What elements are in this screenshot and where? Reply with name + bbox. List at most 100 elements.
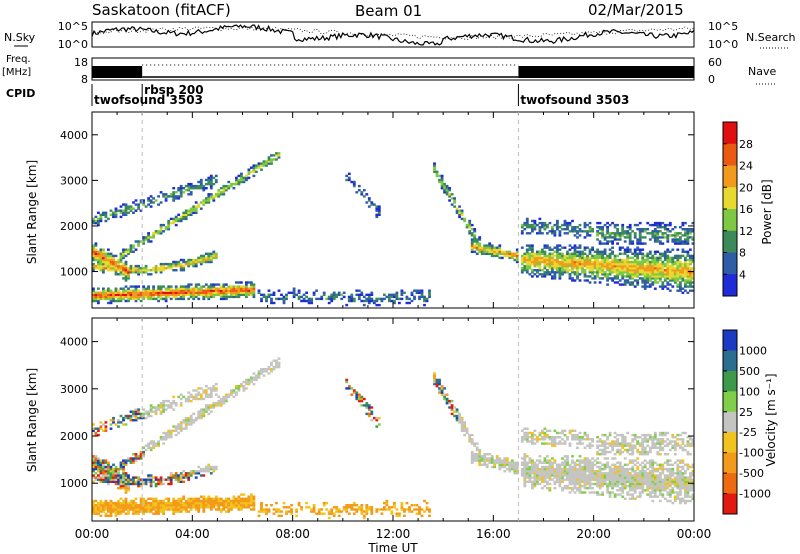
heatmap-cell — [325, 508, 329, 511]
heatmap-cell — [114, 293, 118, 296]
heatmap-cell — [686, 269, 690, 272]
heatmap-cell — [114, 260, 118, 264]
heatmap-cell — [127, 248, 130, 251]
heatmap-cell — [214, 404, 218, 407]
heatmap-cell — [533, 258, 537, 262]
heatmap-cell — [623, 487, 627, 490]
heatmap-cell — [438, 380, 441, 384]
heatmap-cell — [458, 205, 461, 208]
heatmap-cell — [102, 429, 105, 432]
heatmap-cell — [184, 423, 188, 426]
heatmap-cell — [578, 254, 582, 258]
heatmap-cell — [463, 421, 466, 424]
heatmap-cell — [598, 465, 602, 469]
heatmap-cell — [445, 397, 449, 401]
heatmap-cell — [646, 273, 650, 276]
heatmap-cell — [608, 493, 612, 496]
colorbar-swatch — [723, 230, 737, 253]
heatmap-cell — [169, 291, 173, 294]
heatmap-cell — [631, 281, 635, 284]
heatmap-cell — [162, 264, 165, 268]
heatmap-cell — [628, 275, 632, 278]
heatmap-cell — [102, 254, 105, 258]
heatmap-cell — [520, 461, 524, 464]
heatmap-cell — [613, 256, 617, 260]
heatmap-cell — [478, 457, 482, 460]
heatmap-cell — [435, 172, 439, 175]
heatmap-cell — [227, 504, 231, 507]
heatmap-cell — [129, 271, 133, 274]
heatmap-cell — [684, 221, 687, 225]
heatmap-cell — [209, 252, 213, 255]
heatmap-cell — [643, 281, 647, 284]
heatmap-cell — [267, 158, 271, 161]
heatmap-cell — [601, 433, 604, 437]
heatmap-cell — [189, 508, 193, 511]
heatmap-cell — [242, 389, 246, 392]
heatmap-cell — [147, 232, 150, 235]
heatmap-cell — [543, 427, 547, 430]
heatmap-cell — [187, 287, 191, 290]
heatmap-cell — [134, 416, 138, 420]
heatmap-cell — [282, 301, 286, 305]
heatmap-cell — [250, 166, 253, 169]
heatmap-cell — [124, 293, 128, 296]
heatmap-cell — [596, 478, 599, 481]
heatmap-cell — [245, 287, 248, 290]
heatmap-cell — [548, 487, 552, 490]
heatmap-cell — [122, 203, 125, 206]
heatmap-cell — [651, 271, 655, 274]
heatmap-cell — [458, 213, 461, 216]
heatmap-cell — [367, 205, 371, 208]
heatmap-cell — [92, 510, 95, 513]
colorbar-swatch — [723, 187, 737, 210]
heatmap-cell — [551, 277, 554, 280]
heatmap-cell — [566, 438, 569, 441]
heatmap-cell — [250, 283, 253, 286]
heatmap-cell — [194, 470, 198, 473]
heatmap-cell — [179, 295, 183, 299]
heatmap-cell — [628, 228, 632, 231]
heatmap-cell — [350, 295, 354, 299]
heatmap-cell — [613, 271, 617, 274]
heatmap-cell — [566, 254, 569, 258]
heatmap-cell — [97, 504, 100, 507]
heatmap-cell — [139, 295, 143, 299]
heatmap-cell — [578, 465, 582, 469]
heatmap-cell — [252, 293, 256, 296]
heatmap-cell — [182, 395, 186, 399]
heatmap-cell — [623, 240, 627, 243]
heatmap-cell — [194, 205, 198, 208]
heatmap-cell — [214, 293, 218, 296]
heatmap-cell — [132, 244, 135, 247]
heatmap-cell — [633, 260, 637, 264]
heatmap-cell — [152, 508, 155, 511]
heatmap-cell — [551, 226, 554, 229]
heatmap-cell — [230, 504, 233, 507]
heatmap-cell — [583, 457, 587, 460]
heatmap-cell — [137, 297, 140, 301]
heatmap-cell — [586, 480, 589, 483]
heatmap-cell — [250, 493, 253, 496]
heatmap-cell — [653, 287, 657, 290]
heatmap-cell — [428, 289, 431, 292]
heatmap-cell — [681, 267, 685, 270]
heatmap-cell — [548, 476, 552, 479]
heatmap-cell — [531, 228, 534, 231]
heatmap-cell — [207, 465, 211, 469]
heatmap-cell — [92, 262, 95, 266]
heatmap-cell — [139, 271, 143, 274]
heatmap-cell — [199, 506, 203, 509]
heatmap-cell — [99, 514, 103, 517]
heatmap-cell — [573, 246, 577, 249]
heatmap-cell — [488, 461, 492, 464]
heatmap-cell — [668, 269, 672, 272]
heatmap-cell — [571, 455, 574, 458]
heatmap-cell — [473, 230, 477, 233]
heatmap-cell — [172, 295, 176, 299]
heatmap-cell — [357, 393, 361, 396]
heatmap-cell — [601, 277, 604, 280]
heatmap-cell — [626, 493, 630, 496]
heatmap-cell — [571, 436, 574, 439]
heatmap-cell — [142, 271, 145, 274]
